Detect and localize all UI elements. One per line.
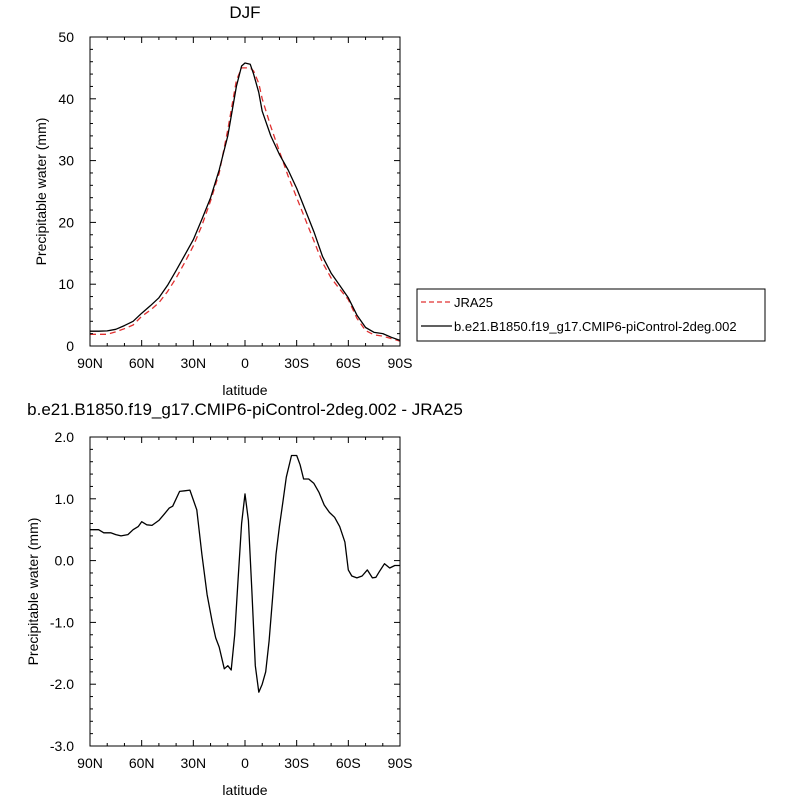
bot-x-tick-label: 30N — [180, 755, 206, 771]
top-plot-frame — [89, 36, 401, 347]
bot-y-tick-label: 0.0 — [55, 553, 75, 569]
top-x-tick-label: 90N — [77, 355, 103, 371]
legend-label-jra25: JRA25 — [454, 295, 493, 310]
top-y-tick-label: 20 — [58, 214, 74, 230]
top-x-tick-label: 30S — [284, 355, 309, 371]
bot-y-tick-label: 2.0 — [55, 429, 75, 445]
top-series-line-0 — [90, 67, 401, 342]
legend: JRA25 b.e21.B1850.f19_g17.CMIP6-piContro… — [416, 288, 766, 342]
bottom-panel: b.e21.B1850.f19_g17.CMIP6-piControl-2deg… — [25, 400, 463, 798]
bottom-plot-frame — [89, 436, 401, 747]
top-chart-title: DJF — [229, 3, 260, 22]
bot-x-tick-label: 90S — [388, 755, 413, 771]
bottom-y-axis-title: Precipitable water (mm) — [25, 518, 41, 666]
top-x-axis-title: latitude — [222, 382, 267, 398]
top-y-tick-label: 0 — [66, 338, 74, 354]
bottom-x-axis-title: latitude — [222, 782, 267, 798]
bot-x-tick-label: 0 — [241, 755, 249, 771]
top-x-tick-label: 30N — [180, 355, 206, 371]
top-x-tick-label: 60S — [336, 355, 361, 371]
top-x-tick-label: 0 — [241, 355, 249, 371]
bot-y-tick-label: -3.0 — [50, 738, 74, 754]
bot-y-tick-label: -2.0 — [50, 676, 74, 692]
bot-y-tick-label: 1.0 — [55, 491, 75, 507]
top-y-tick-label: 40 — [58, 91, 74, 107]
top-y-tick-label: 50 — [58, 29, 74, 45]
bot-x-tick-label: 60N — [129, 755, 155, 771]
bot-series-line-0 — [90, 454, 400, 693]
bot-y-tick-label: -1.0 — [50, 614, 74, 630]
legend-label-model: b.e21.B1850.f19_g17.CMIP6-piControl-2deg… — [454, 319, 737, 334]
top-x-tick-label: 60N — [129, 355, 155, 371]
bot-x-tick-label: 60S — [336, 755, 361, 771]
bottom-chart-title: b.e21.B1850.f19_g17.CMIP6-piControl-2deg… — [27, 400, 463, 419]
bot-x-tick-label: 30S — [284, 755, 309, 771]
top-panel: DJF 90N 60N 30N 0 30S 60S 90S 0 10 20 30 40 50 latit… — [33, 3, 766, 398]
top-y-tick-label: 30 — [58, 153, 74, 169]
legend-box — [416, 288, 766, 342]
top-y-axis-title: Precipitable water (mm) — [33, 118, 49, 266]
top-y-tick-label: 10 — [58, 276, 74, 292]
top-x-tick-label: 90S — [388, 355, 413, 371]
top-series-line-1 — [90, 62, 401, 342]
bot-x-tick-label: 90N — [77, 755, 103, 771]
